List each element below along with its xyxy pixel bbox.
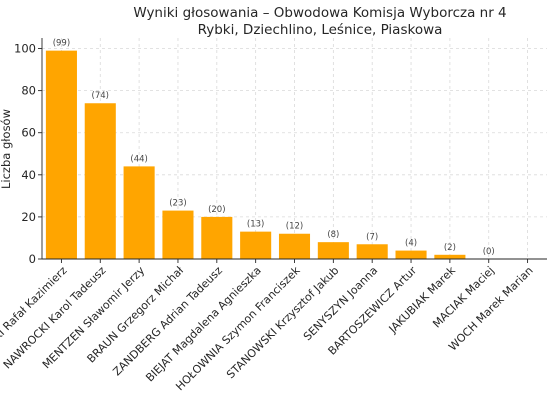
y-tick-label: 100 [14, 42, 36, 56]
x-tick-label: JAKUBIAK Marek [386, 263, 459, 336]
bar [317, 242, 349, 259]
bar [201, 216, 233, 259]
y-tick-label: 0 [29, 252, 36, 266]
data-label: (23) [169, 199, 186, 209]
x-tick-label: SENYSZYN Joanna [301, 264, 380, 343]
chart-title-line-2: Rybki, Dziechlino, Leśnice, Piaskowa [198, 22, 443, 38]
data-label: (7) [366, 232, 378, 242]
bar [434, 254, 466, 259]
data-label: (99) [53, 39, 70, 49]
data-label: (13) [247, 220, 264, 230]
y-axis-label: Liczba głosów [0, 109, 13, 189]
y-tick-label: 40 [21, 168, 36, 182]
bar [45, 50, 77, 259]
data-label: (12) [286, 222, 303, 232]
data-label: (74) [92, 91, 109, 101]
data-label: (44) [130, 154, 147, 164]
bar [240, 231, 272, 259]
data-label: (0) [483, 247, 495, 257]
y-tick-label: 80 [21, 84, 36, 98]
bar [123, 166, 155, 259]
y-tick-label: 60 [21, 126, 36, 140]
data-label: (4) [405, 239, 417, 249]
bar [395, 250, 427, 259]
bar [162, 210, 194, 259]
data-label: (2) [444, 243, 456, 253]
bar [84, 103, 116, 259]
bar [278, 233, 311, 259]
data-labels-layer: (99) (74) (44) (23) (20) (13) (12) (8) (7) (4) (2)… [53, 39, 495, 257]
grid-layer [42, 38, 547, 260]
chart-title-line-1: Wyniki głosowania – Obwodowa Komisja Wyb… [133, 5, 506, 21]
y-tick-label: 20 [21, 210, 36, 224]
data-label: (20) [208, 205, 225, 215]
bar [356, 244, 388, 259]
bars-layer [45, 50, 466, 259]
data-label: (8) [327, 230, 339, 240]
